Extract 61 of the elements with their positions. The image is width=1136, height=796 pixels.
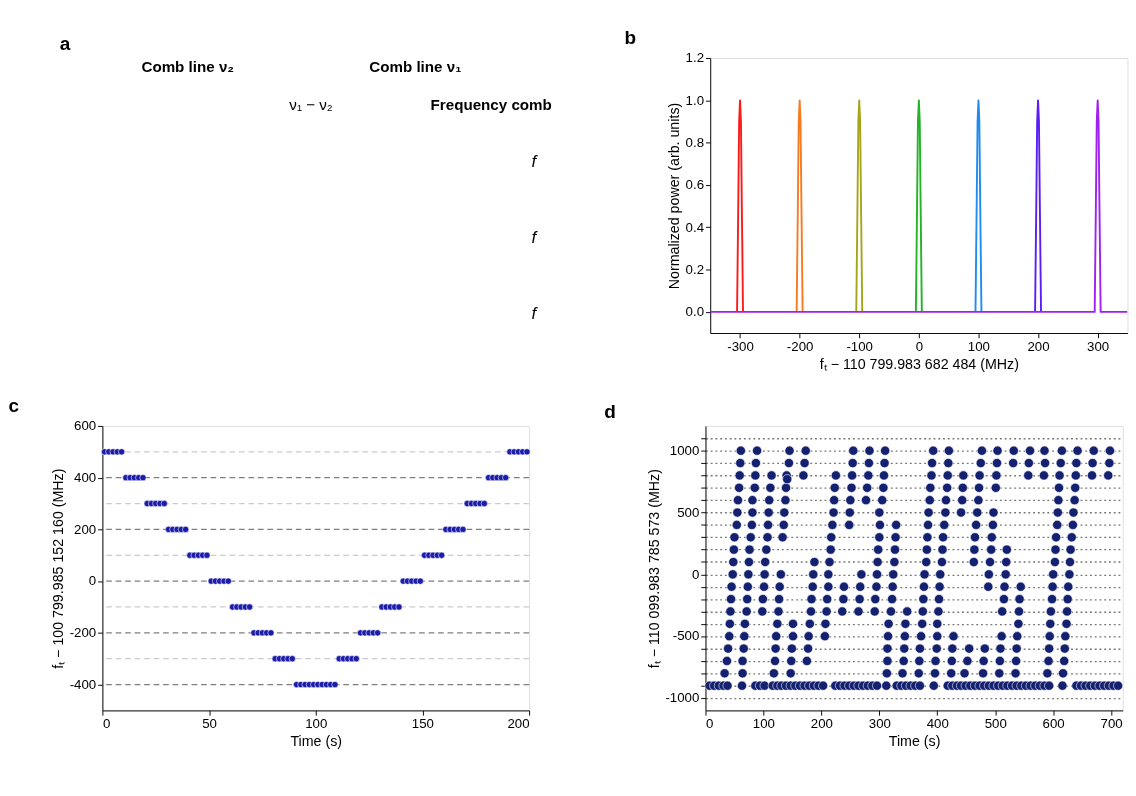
x-tick-label: 0 [102,715,111,731]
x-tick-label: -100 [846,338,873,354]
text: Frequency comb [430,96,552,114]
line-series [974,99,983,313]
x-tick-label: 700 [1100,715,1123,731]
x-tick-label: 200 [507,715,530,731]
line-series [855,99,864,313]
text: f [531,152,539,172]
x-tick-label: 200 [810,715,833,731]
x-tick-label: 600 [1042,715,1065,731]
y-tick-label: 1.2 [685,50,705,66]
y-tick-label: 500 [677,504,700,520]
y-tick-label: 400 [74,469,97,485]
text: f [531,303,539,323]
y-tick-label: 0 [691,566,700,582]
y-tick-label: 600 [74,418,97,434]
x-tick-label: 100 [967,338,990,354]
x-tick-label: 100 [752,715,775,731]
y-axis-title: fₜ − 110 099.983 785 573 (MHz) [645,469,662,669]
y-tick-label: 0.8 [685,134,705,150]
x-axis-title: fₜ − 110 799.983 682 484 (MHz) [819,355,1019,372]
y-tick-label: 0.4 [685,219,705,235]
line-series [1034,99,1042,313]
x-tick-label: 200 [1027,338,1050,354]
chart-title: b [624,26,637,48]
y-tick-label: -1000 [665,690,700,706]
x-tick-label: 400 [926,715,949,731]
text: a [59,33,71,55]
y-tick-label: 0 [88,573,97,589]
x-tick-label: 300 [868,715,891,731]
x-tick-label: 100 [305,715,328,731]
chart-title: c [8,394,20,416]
y-tick-label: 1.0 [685,92,705,108]
x-tick-label: 0 [915,338,924,354]
x-axis-title: Time (s) [290,732,343,749]
y-tick-label: 1000 [669,442,700,458]
y-tick-label: 0.0 [685,304,705,320]
y-tick-label: -200 [69,625,97,641]
y-tick-label: -400 [69,676,97,692]
y-tick-label: -500 [672,628,700,644]
y-axis-title: fₜ − 100 799.985 152 160 (MHz) [50,468,67,669]
x-tick-label: -200 [786,338,814,354]
chart-title: d [604,401,616,423]
text: f [531,227,539,247]
line-series [914,99,923,313]
text: ν₁ − ν₂ [289,96,333,114]
line-series [795,99,804,313]
y-tick-label: 0.2 [685,261,705,277]
y-tick-label: 200 [74,521,97,537]
line-series [736,99,744,313]
x-tick-label: 300 [1087,338,1110,354]
text: Comb line ν₁ [369,58,462,76]
text: Comb line ν₂ [141,58,235,76]
line-series [710,99,1128,313]
x-tick-label: -300 [727,338,754,354]
x-tick-label: 500 [984,715,1007,731]
x-tick-label: 150 [411,715,434,731]
x-tick-label: 50 [202,715,217,731]
y-tick-label: 0.6 [685,177,705,193]
x-axis-title: Time (s) [888,732,941,749]
y-axis-title: Normalized power (arb. units) [665,102,682,290]
